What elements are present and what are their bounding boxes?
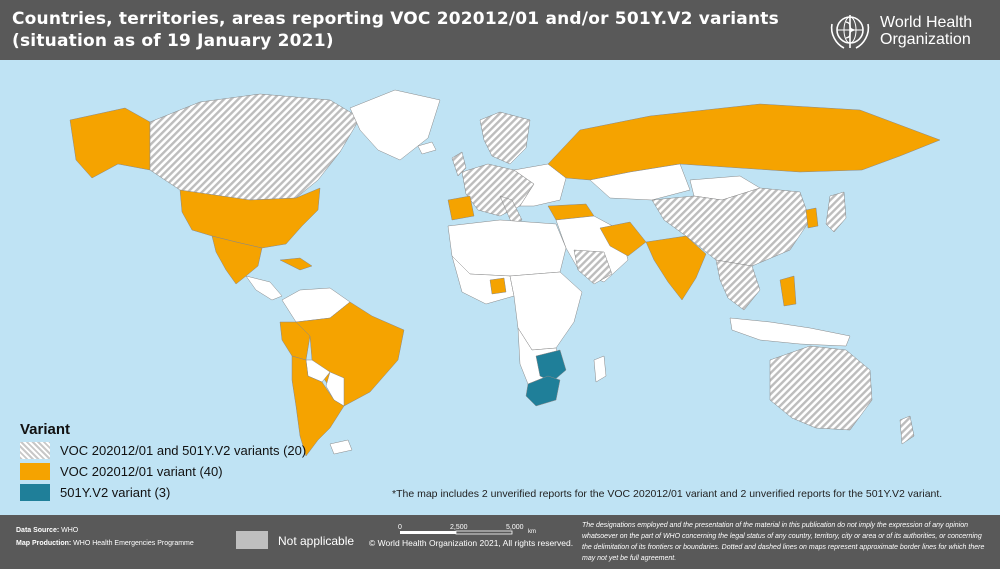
title-line-1: Countries, territories, areas reporting … (12, 9, 779, 29)
region-north-africa (447, 219, 567, 277)
scale-tick-5000: 5,000 (506, 524, 524, 531)
legend-swatch-voc (20, 463, 50, 480)
region-china (651, 187, 811, 267)
scale-bar: 0 2,500 5,000 km (398, 524, 536, 535)
region-philippines (779, 275, 797, 307)
who-logo: World Health Organization (826, 10, 996, 54)
region-indonesia (729, 317, 851, 347)
not-applicable-label: Not applicable (278, 534, 355, 548)
world-map (0, 60, 1000, 515)
region-india (645, 235, 707, 301)
region-spain (447, 195, 475, 221)
map-footnote: *The map includes 2 unverified reports f… (392, 488, 943, 500)
who-emblem-icon (830, 15, 870, 49)
region-saudi-arabia (573, 249, 613, 285)
region-alaska (69, 107, 151, 179)
region-madagascar (593, 355, 607, 383)
legend-swatch-501y (20, 484, 50, 501)
map-canvas (69, 89, 941, 457)
region-japan (825, 191, 847, 233)
region-uk (451, 151, 467, 177)
map-footer: Data Source: WHO Map Production: WHO Hea… (0, 515, 1000, 569)
not-applicable-swatch (236, 531, 268, 549)
region-canada (149, 93, 361, 201)
copyright: © World Health Organization 2021, All ri… (369, 538, 574, 548)
legend-label: VOC 202012/01 and 501Y.V2 variants (20) (60, 443, 307, 458)
region-antarctic-islands (329, 439, 353, 455)
region-brazil (295, 301, 405, 407)
legend-title: Variant (20, 421, 71, 438)
scale-tick-2500: 2,500 (450, 524, 468, 531)
region-zambia-mozambique (535, 349, 567, 383)
title-line-2: (situation as of 19 January 2021) (12, 31, 334, 51)
legend-swatch-hatched (20, 442, 50, 459)
region-russia (547, 103, 941, 181)
disclaimer: The designations employed and the presen… (582, 522, 985, 562)
region-kazakhstan (589, 163, 691, 201)
who-logo-text: World Health Organization (880, 14, 973, 48)
region-southeast-asia (715, 259, 761, 311)
legend-label: 501Y.V2 variant (3) (60, 485, 171, 500)
source-info: Data Source: WHO Map Production: WHO Hea… (16, 527, 194, 547)
region-usa (179, 187, 321, 249)
region-australia (769, 345, 873, 431)
region-central-america (245, 275, 283, 301)
legend-label: VOC 202012/01 variant (40) (60, 464, 223, 479)
region-greenland (349, 89, 441, 161)
region-nigeria (489, 277, 507, 295)
region-new-zealand (899, 415, 915, 445)
map-title: Countries, territories, areas reporting … (12, 8, 779, 52)
region-italy (499, 195, 523, 225)
region-argentina-chile (291, 355, 345, 457)
region-iran (599, 221, 647, 257)
map-header: Countries, territories, areas reporting … (0, 0, 1000, 60)
region-korea (805, 207, 819, 229)
region-iceland (417, 141, 437, 155)
region-scandinavia (479, 111, 531, 165)
scale-unit: km (528, 529, 536, 535)
region-caribbean (279, 257, 313, 271)
region-south-africa (525, 375, 561, 407)
scale-tick-0: 0 (398, 524, 402, 531)
